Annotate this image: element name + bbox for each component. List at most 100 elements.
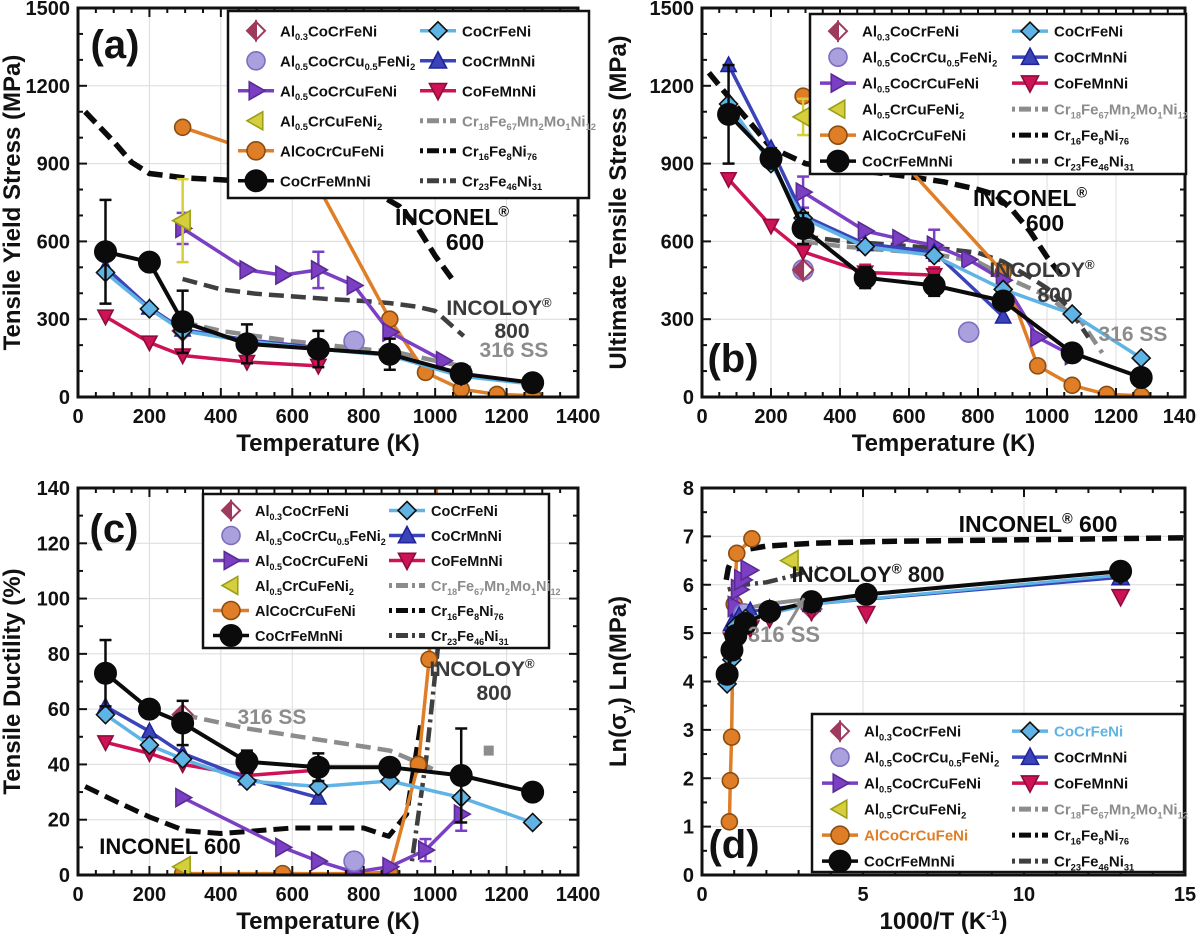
panel-letter-b: (b): [707, 337, 758, 381]
legend-label-ss316: Cr18Fe67Mn2Mo1Ni12: [1054, 802, 1188, 821]
annotation-a-3: 800: [494, 320, 529, 343]
legend-label-cocrmnni: CoCrMnNi: [431, 529, 502, 545]
legend-label-incoloy: Cr23Fe46Ni31: [462, 173, 542, 192]
legend-label-al05cr: Al0.5CrCuFeNi2: [862, 102, 964, 121]
chart-d: 0 5 10 15 0 1 2 3 4 5 6 7 8 1000/T (K-1) Ln(σy) Ln(MPa…: [605, 478, 1196, 935]
series-incoloy: [182, 276, 466, 338]
annotation-c-0: 316 SS: [238, 706, 307, 729]
legend-label-cocrfemnni: CoCrFeMnNi: [862, 154, 953, 171]
legend-label-cofemnni: CoFeMnNi: [431, 554, 503, 570]
series-ss316: [483, 745, 494, 756]
svg-text:4: 4: [683, 672, 695, 694]
annotation-d-2: 316 SS: [748, 622, 820, 647]
legend: Al0.3CoCrFeNi Al0.5CoCrCu0.5FeNi2 Al0.5CoC…: [808, 12, 1188, 176]
legend-label-cocrfeni: CoCrFeNi: [431, 504, 498, 520]
legend-label-al05cr: Al0.5CrCuFeNi2: [280, 113, 382, 132]
legend-label-inconel: Cr16Fe8Ni76: [431, 604, 504, 622]
series-layer: [83, 109, 545, 398]
legend-label-al03: Al0.3CoCrFeNi: [862, 24, 959, 43]
legend-label-al03: Al0.3CoCrFeNi: [864, 724, 961, 743]
panel-c-tensile-ductility: 0 200 400 600 800 1000 1200 1400 0 20 40 60 80 100 120…: [0, 462, 601, 938]
series-cofemnni: [96, 735, 328, 786]
panel-d-ln-stress-vs-inverse-temperature: 0 5 10 15 0 1 2 3 4 5 6 7 8 1000/T (K-1) Ln(σy) Ln(MPa…: [600, 462, 1197, 938]
series-ss316: [182, 319, 472, 371]
panel-b-ultimate-tensile-stress: 0 200 400 600 800 1000 1200 1400 0 300 600 900 1200 1…: [600, 0, 1197, 462]
svg-text:600: 600: [37, 231, 70, 253]
series-layer: [715, 529, 1186, 831]
y-axis-title-d: Ln(σy) Ln(MPa): [605, 596, 636, 767]
series-incoloy: [409, 639, 441, 862]
annotation-arrowhead-316ss: [794, 598, 804, 609]
axis-ticks: [701, 7, 1186, 398]
legend-label-cocrfeni: CoCrFeNi: [1054, 24, 1123, 41]
legend: Al0.3CoCrFeNi Al0.5CoCrCu0.5FeNi2 Al0.5CoC…: [226, 9, 596, 200]
legend-label-al05: Al0.5CoCrCuFeNi: [255, 554, 368, 572]
legend-label-incoloy: Cr23Fe46Ni31: [1054, 154, 1134, 173]
svg-text:40: 40: [48, 754, 70, 776]
legend-label-cofemnni: CoFeMnNi: [1054, 76, 1128, 93]
legend-label-alco: AlCoCrCuFeNi: [280, 143, 384, 160]
svg-text:0: 0: [696, 884, 707, 906]
svg-text:8: 8: [683, 478, 694, 500]
svg-text:0: 0: [59, 865, 70, 887]
svg-text:800: 800: [961, 406, 994, 428]
panel-letter-c: (c): [90, 507, 139, 551]
legend-label-ss316: Cr18Fe67Mn2Mo1Ni12: [1054, 102, 1188, 121]
legend-label-al05: Al0.5CoCrCuFeNi: [864, 776, 981, 795]
legend-label-al05cr: Al0.5CrCuFeNi2: [864, 802, 966, 821]
series-inconel: [84, 722, 424, 839]
series-inconel: [723, 535, 1186, 581]
svg-text:1200: 1200: [484, 884, 529, 906]
panel-letter-d: (d): [708, 823, 759, 867]
series-cocrfemnni: [715, 559, 1133, 686]
annotation-c-3: INCONEL 600: [99, 834, 240, 859]
legend-label-al03: Al0.3CoCrFeNi: [255, 504, 349, 522]
svg-text:1400: 1400: [556, 884, 601, 906]
annotation-c-1: INCOLOY®: [429, 656, 535, 681]
svg-text:6: 6: [683, 575, 694, 597]
legend-label-al05cu: Al0.5CoCrCu0.5FeNi2: [862, 50, 997, 69]
svg-text:800: 800: [347, 884, 380, 906]
annotation-b-1: 600: [1026, 210, 1064, 236]
legend-label-al05: Al0.5CoCrCuFeNi: [280, 83, 397, 102]
svg-text:400: 400: [823, 406, 856, 428]
legend-label-alco: AlCoCrCuFeNi: [864, 828, 968, 845]
svg-text:200: 200: [133, 406, 166, 428]
svg-text:3: 3: [683, 720, 694, 742]
svg-text:200: 200: [133, 884, 166, 906]
legend-label-cocrfemnni: CoCrFeMnNi: [255, 629, 343, 645]
series-al05cu: [343, 850, 365, 872]
legend-label-alco: AlCoCrCuFeNi: [255, 604, 356, 620]
svg-text:600: 600: [892, 406, 925, 428]
legend-label-incoloy: Cr23Fe46Ni31: [431, 629, 509, 647]
x-axis-title-b: Temperature (K): [852, 430, 1036, 457]
svg-text:1400: 1400: [1163, 406, 1197, 428]
legend-label-inconel: Cr16Fe8Ni76: [1054, 828, 1129, 847]
annotation-d-1: INCOLOY® 800: [791, 562, 944, 587]
svg-text:1500: 1500: [650, 0, 695, 20]
legend-label-cofemnni: CoFeMnNi: [1054, 776, 1128, 793]
series-al05cr: [171, 177, 191, 264]
legend: Al0.3CoCrFeNi Al0.5CoCrCu0.5FeNi2 Al0.5CoC…: [810, 712, 1188, 874]
tick-labels: 0 200 400 600 800 1000 1200 1400 0 20 40 60 80 100 120…: [37, 478, 601, 906]
svg-text:7: 7: [683, 526, 694, 548]
panel-a-tensile-yield-stress: 0 200 400 600 800 1000 1200 1400 0 300 600 900 1200 1…: [0, 0, 600, 462]
svg-text:0: 0: [696, 406, 707, 428]
panel-letter-a: (a): [91, 23, 140, 67]
svg-text:800: 800: [347, 406, 380, 428]
series-al03: [791, 257, 815, 283]
annotation-a-0: INCONEL®: [395, 204, 510, 230]
x-axis-title-a: Temperature (K): [236, 430, 420, 457]
x-axis-title-d: 1000/T (K-1): [880, 908, 1008, 935]
series-al05cr: [791, 97, 812, 137]
annotation-b-2: INCOLOY®: [989, 257, 1095, 282]
series-layer: [84, 487, 545, 876]
svg-text:600: 600: [276, 406, 309, 428]
legend-label-incoloy: Cr23Fe46Ni31: [1054, 854, 1134, 873]
series-inconel: [706, 71, 1063, 277]
series-cocrfemnni: [717, 63, 1153, 390]
svg-text:60: 60: [48, 699, 70, 721]
svg-text:1200: 1200: [484, 406, 529, 428]
annotation-a-4: 316 SS: [480, 339, 549, 362]
series-cocrfemnni: [94, 638, 545, 824]
